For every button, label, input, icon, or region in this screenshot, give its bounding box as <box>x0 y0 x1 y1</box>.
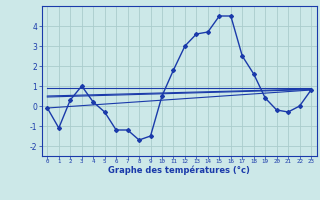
X-axis label: Graphe des températures (°c): Graphe des températures (°c) <box>108 166 250 175</box>
